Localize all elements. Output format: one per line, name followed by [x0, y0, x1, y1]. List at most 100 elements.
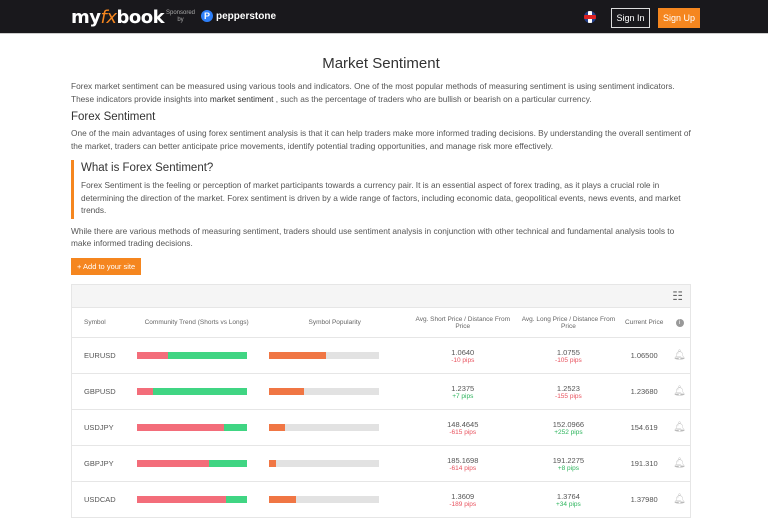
- logo-text-book: book: [116, 7, 165, 28]
- table-toolbar: ☷: [72, 285, 690, 308]
- uk-flag-icon[interactable]: [584, 11, 596, 23]
- bell-alert-icon[interactable]: 🔔︎: [673, 494, 686, 505]
- shorts-segment: [136, 424, 224, 431]
- popularity-bar: [269, 496, 380, 503]
- longs-segment: [209, 460, 247, 467]
- community-trend-bar: [136, 388, 247, 395]
- bell-alert-icon[interactable]: 🔔︎: [673, 386, 686, 397]
- by-text: by: [177, 17, 184, 23]
- closing-paragraph: While there are various methods of measu…: [71, 225, 675, 249]
- long-distance: -155 pips: [555, 392, 582, 400]
- community-trend-bar: [136, 496, 247, 503]
- avg-long-price: 1.3764: [556, 491, 580, 501]
- intro-text-end: , such as the percentage of traders who …: [273, 93, 592, 104]
- main-content: Market Sentiment Forex market sentiment …: [71, 55, 691, 275]
- popularity-fill: [269, 388, 304, 395]
- header-long: Avg. Long Price / Distance From Price: [521, 315, 616, 330]
- section-heading: Forex Sentiment: [71, 111, 156, 123]
- sentiment-table: ☷ Symbol Community Trend (Shorts vs Long…: [71, 284, 691, 518]
- symbol[interactable]: USDCAD: [84, 495, 116, 504]
- header-trend: Community Trend (Shorts vs Longs): [144, 319, 249, 326]
- header-symbol[interactable]: Symbol: [84, 319, 106, 326]
- box-text: Forex Sentiment is the feeling or percep…: [81, 180, 681, 215]
- shorts-segment: [136, 460, 210, 467]
- longs-segment: [225, 496, 247, 503]
- community-trend-bar: [136, 424, 247, 431]
- section-paragraph: One of the main advantages of using fore…: [71, 128, 691, 151]
- short-distance: -10 pips: [451, 356, 475, 364]
- long-distance: -105 pips: [555, 356, 582, 364]
- popularity-bar: [269, 424, 380, 431]
- avg-short-price: 148.4645: [447, 419, 479, 429]
- current-price: 1.37980: [630, 495, 658, 504]
- short-distance: +7 pips: [452, 392, 474, 400]
- avg-short-price: 1.2375: [451, 383, 475, 393]
- sponsored-text: Sponsored: [166, 10, 196, 16]
- avg-short-price: 1.3609: [451, 491, 475, 501]
- longs-segment: [223, 424, 247, 431]
- header-current: Current Price: [625, 319, 664, 326]
- popularity-bar: [269, 388, 380, 395]
- avg-long-price: 191.2275: [552, 455, 585, 465]
- header-popularity[interactable]: Symbol Popularity: [308, 319, 361, 326]
- bell-alert-icon[interactable]: 🔔︎: [673, 458, 686, 469]
- box-title: What is Forex Sentiment?: [81, 162, 214, 174]
- popularity-fill: [269, 496, 296, 503]
- popularity-bar: [269, 352, 380, 359]
- sign-in-button[interactable]: Sign In: [611, 8, 650, 28]
- table-row[interactable]: EURUSD 1.0640 -10 pips 1.0755 -105 pips 1.…: [72, 338, 690, 374]
- add-to-site-button[interactable]: + Add to your site: [71, 257, 142, 275]
- what-is-box: What is Forex Sentiment? Forex Sentiment…: [71, 160, 691, 219]
- avg-long-price: 1.0755: [556, 347, 580, 357]
- popularity-fill: [269, 352, 326, 359]
- current-price: 1.06500: [630, 351, 658, 360]
- popularity-bar: [269, 460, 380, 467]
- intro-paragraph: Forex market sentiment can be measured u…: [71, 80, 691, 105]
- info-icon[interactable]: i: [675, 318, 684, 327]
- bell-alert-icon[interactable]: 🔔︎: [673, 422, 686, 433]
- avg-short-price: 185.1698: [447, 455, 479, 465]
- logo-text: my: [71, 7, 101, 28]
- table-row[interactable]: GBPUSD 1.2375 +7 pips 1.2523 -155 pips 1.2…: [72, 374, 690, 410]
- symbol[interactable]: EURUSD: [84, 351, 116, 360]
- current-price: 191.310: [630, 459, 658, 468]
- long-distance: +8 pips: [557, 464, 579, 472]
- pepperstone-icon: P: [201, 10, 213, 22]
- popularity-fill: [269, 424, 285, 431]
- table-row[interactable]: USDJPY 148.4645 -615 pips 152.0966 +252 pi…: [72, 410, 690, 446]
- short-distance: -614 pips: [449, 464, 477, 472]
- intro-text: Forex market sentiment can be measured u…: [71, 81, 675, 104]
- short-distance: -615 pips: [449, 428, 477, 436]
- intro-bold-text: market sentiment: [209, 93, 274, 104]
- sign-up-button[interactable]: Sign Up: [658, 8, 700, 28]
- page-title: Market Sentiment: [322, 55, 440, 72]
- current-price: 1.23680: [630, 387, 658, 396]
- header-short: Avg. Short Price / Distance From Price: [415, 315, 511, 330]
- sponsor-name: pepperstone: [216, 10, 277, 22]
- long-distance: +252 pips: [554, 428, 583, 436]
- table-row[interactable]: GBPJPY 185.1698 -614 pips 191.2275 +8 pips…: [72, 446, 690, 482]
- shorts-segment: [136, 352, 168, 359]
- table-row[interactable]: USDCAD 1.3609 -189 pips 1.3764 +34 pips 1.…: [72, 482, 690, 518]
- settings-sliders-icon[interactable]: ☷: [672, 289, 683, 303]
- bell-alert-icon[interactable]: 🔔︎: [673, 350, 686, 361]
- table-header: Symbol Community Trend (Shorts vs Longs)…: [72, 308, 690, 338]
- symbol[interactable]: GBPJPY: [84, 459, 114, 468]
- shorts-segment: [136, 496, 226, 503]
- community-trend-bar: [136, 460, 247, 467]
- short-distance: -189 pips: [449, 500, 477, 508]
- sponsored-label: Sponsored by: [166, 10, 195, 24]
- longs-segment: [153, 388, 247, 395]
- avg-short-price: 1.0640: [451, 347, 475, 357]
- myfxbook-logo[interactable]: myfxbook: [71, 7, 165, 28]
- logo-text-fx: fx: [100, 7, 118, 28]
- community-trend-bar: [136, 352, 247, 359]
- symbol[interactable]: USDJPY: [84, 423, 114, 432]
- popularity-fill: [269, 460, 277, 467]
- avg-long-price: 152.0966: [552, 419, 585, 429]
- current-price: 154.619: [630, 423, 658, 432]
- symbol[interactable]: GBPUSD: [84, 387, 116, 396]
- longs-segment: [167, 352, 247, 359]
